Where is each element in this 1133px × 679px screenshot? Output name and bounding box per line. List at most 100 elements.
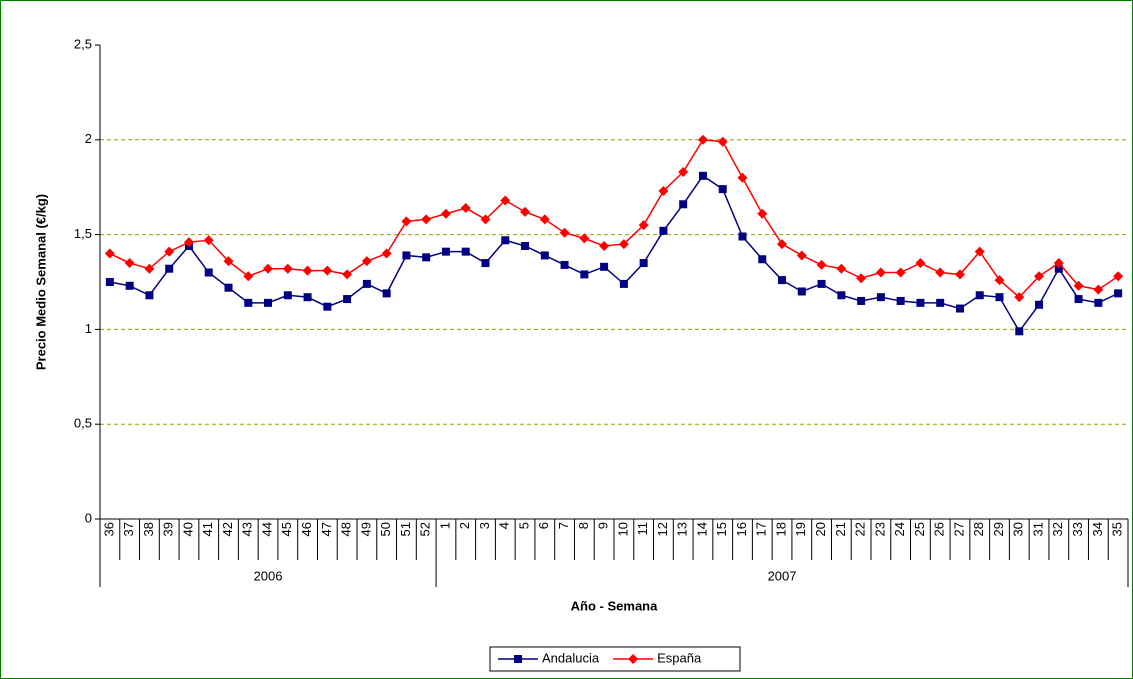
marker — [678, 167, 689, 178]
marker — [282, 263, 293, 274]
x-tick-label: 2 — [457, 522, 472, 529]
marker — [935, 267, 946, 278]
x-tick-label: 35 — [1110, 522, 1125, 536]
y-tick-label: 0,5 — [74, 416, 92, 431]
marker — [401, 216, 412, 227]
x-tick-label: 45 — [279, 522, 294, 536]
marker — [599, 240, 610, 251]
x-tick-label: 27 — [951, 522, 966, 536]
marker — [1093, 284, 1104, 295]
x-tick-label: 7 — [556, 522, 571, 529]
x-tick-label: 13 — [675, 522, 690, 536]
marker — [600, 262, 609, 271]
marker — [105, 278, 114, 286]
marker — [460, 203, 471, 214]
x-tick-label: 38 — [141, 522, 156, 536]
x-tick-label: 46 — [299, 522, 314, 536]
x-tick-label: 49 — [358, 522, 373, 536]
x-tick-label: 42 — [220, 522, 235, 536]
marker — [994, 275, 1005, 286]
marker — [303, 293, 312, 302]
marker — [540, 251, 549, 260]
marker — [342, 269, 353, 280]
x-tick-label: 52 — [418, 522, 433, 536]
marker — [481, 259, 490, 268]
marker — [165, 264, 174, 273]
marker — [440, 208, 451, 219]
x-tick-label: 15 — [714, 522, 729, 536]
x-tick-label: 4 — [497, 522, 512, 529]
x-tick-label: 22 — [853, 522, 868, 536]
x-tick-label: 20 — [813, 522, 828, 536]
marker — [1054, 264, 1063, 273]
marker — [1074, 295, 1083, 304]
x-tick-label: 10 — [615, 522, 630, 536]
marker — [302, 265, 313, 276]
marker — [1014, 292, 1025, 303]
marker — [1015, 327, 1024, 336]
marker — [936, 298, 945, 307]
x-axis-label: Año - Semana — [571, 598, 658, 613]
x-tick-label: 12 — [655, 522, 670, 536]
marker — [1114, 289, 1123, 298]
marker — [382, 289, 391, 298]
y-tick-label: 1 — [85, 321, 92, 336]
x-tick-label: 6 — [536, 522, 551, 529]
x-tick-label: 3 — [477, 522, 492, 529]
marker — [778, 276, 787, 285]
x-tick-label: 44 — [259, 522, 274, 536]
legend-label: Andalucia — [542, 650, 600, 665]
marker — [955, 304, 964, 313]
marker — [697, 134, 708, 145]
y-tick-label: 2 — [85, 131, 92, 146]
marker — [559, 227, 570, 238]
marker — [402, 251, 411, 260]
marker — [560, 260, 569, 269]
marker — [797, 287, 806, 296]
marker — [579, 233, 590, 244]
x-tick-label: 34 — [1090, 522, 1105, 536]
marker — [875, 267, 886, 278]
marker — [125, 281, 134, 290]
marker — [323, 302, 332, 311]
marker — [639, 259, 648, 268]
x-tick-label: 18 — [773, 522, 788, 536]
x-tick-label: 29 — [991, 522, 1006, 536]
marker — [381, 248, 392, 259]
x-tick-label: 25 — [912, 522, 927, 536]
marker — [698, 171, 707, 180]
marker — [837, 291, 846, 300]
x-tick-label: 40 — [180, 522, 195, 536]
x-tick-label: 16 — [734, 522, 749, 536]
x-tick-label: 36 — [101, 522, 116, 536]
y-axis-label: Precio Medio Semanal (€/kg) — [33, 194, 48, 370]
y-tick-label: 1,5 — [74, 226, 92, 241]
marker — [777, 239, 788, 250]
marker — [461, 247, 470, 256]
x-tick-label: 23 — [872, 522, 887, 536]
x-tick-label: 11 — [635, 522, 650, 536]
y-tick-label: 0 — [85, 510, 92, 525]
marker — [856, 273, 867, 284]
marker — [1094, 298, 1103, 307]
marker — [1035, 300, 1044, 309]
marker — [638, 220, 649, 231]
marker — [204, 268, 213, 277]
marker — [421, 214, 432, 225]
marker — [659, 226, 668, 235]
series-line — [109, 139, 1119, 299]
x-tick-label: 32 — [1050, 522, 1065, 536]
marker — [480, 214, 491, 225]
legend-label: España — [657, 650, 702, 665]
marker — [244, 298, 253, 307]
marker — [1034, 271, 1045, 282]
x-tick-label: 5 — [516, 522, 531, 529]
marker — [658, 185, 669, 196]
marker — [521, 241, 530, 250]
marker — [995, 293, 1004, 302]
marker — [619, 279, 628, 288]
marker — [104, 248, 115, 259]
marker — [954, 269, 965, 280]
marker — [203, 235, 214, 246]
